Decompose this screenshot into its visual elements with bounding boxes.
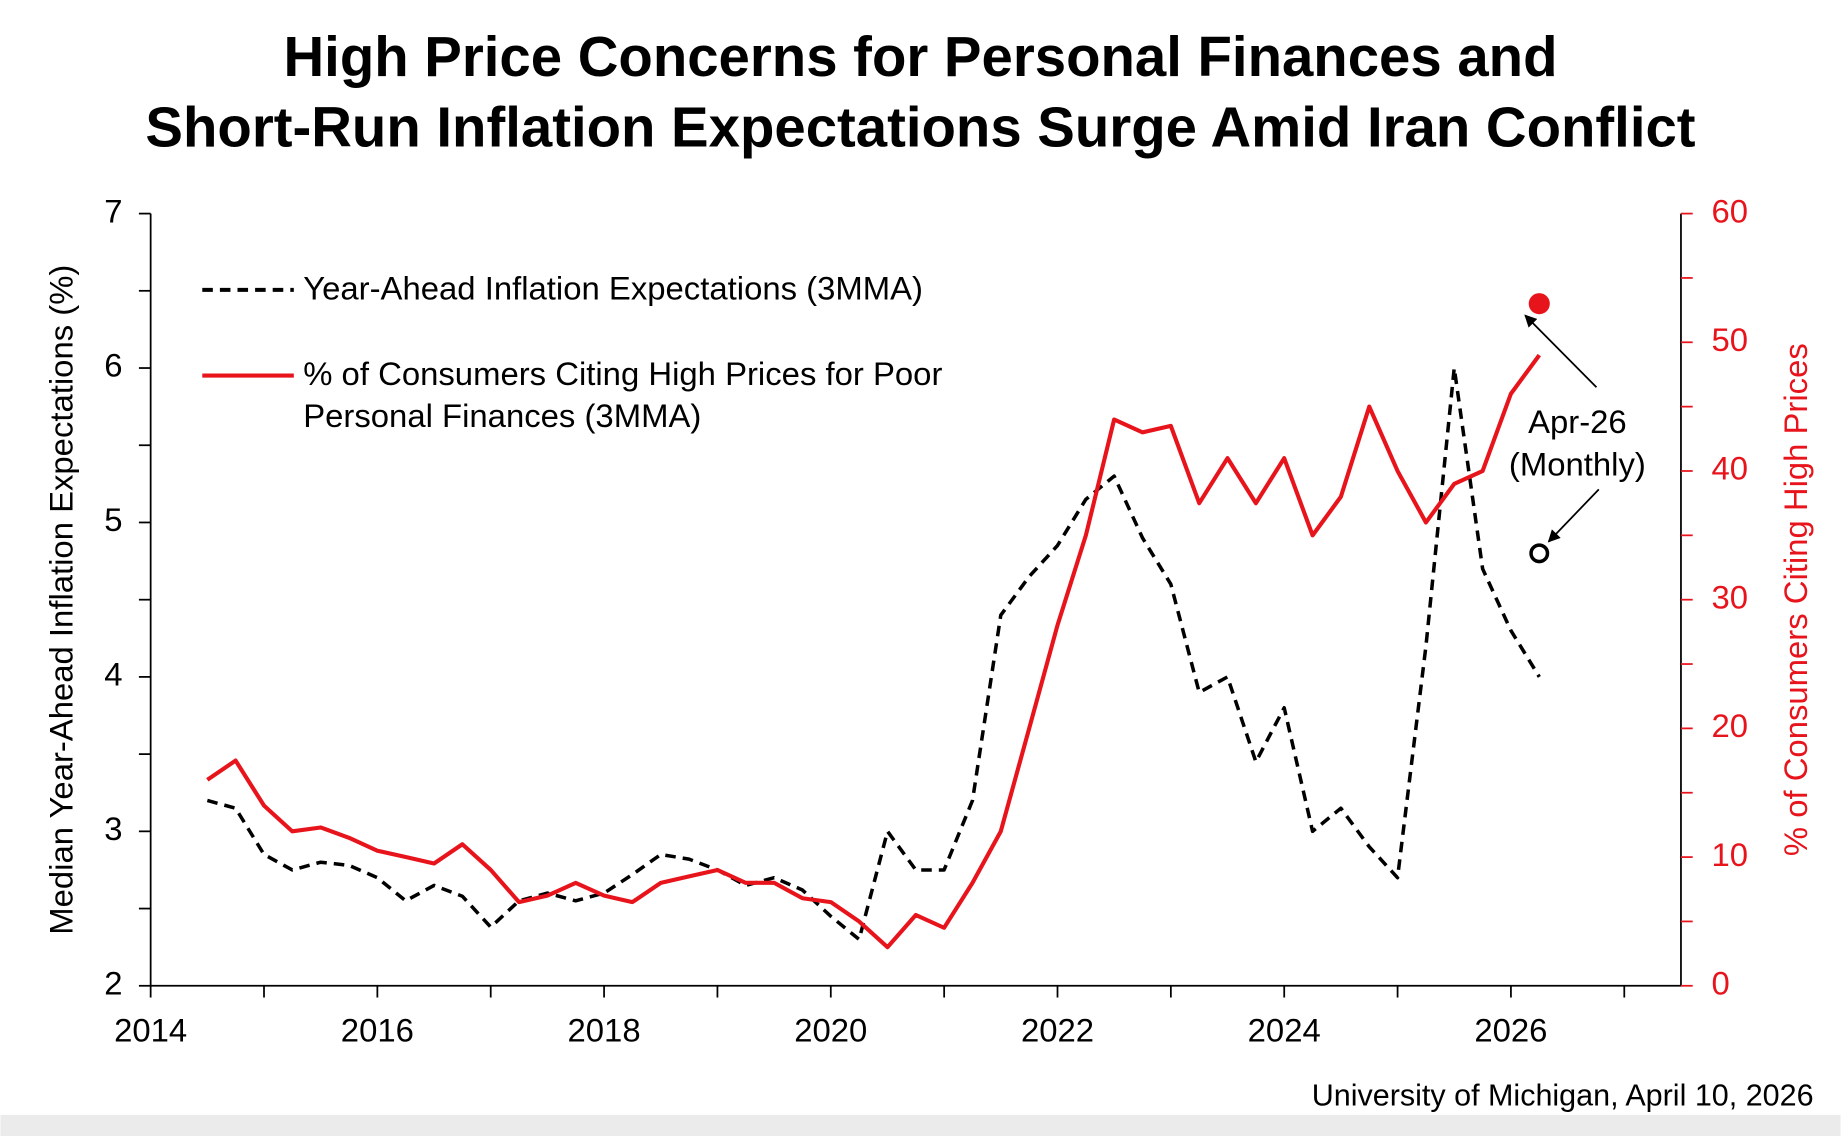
y2-tick-label: 30: [1711, 578, 1748, 615]
annotation: Apr-26 (Monthly): [1508, 403, 1646, 483]
source: University of Michigan, April 10, 2026: [1312, 1078, 1814, 1112]
chart-title: Short-Run Inflation Expectations Surge A…: [145, 95, 1695, 158]
y2-tick-label: 60: [1711, 192, 1748, 229]
legend-label-box: % of Consumers Citing High Prices for Po…: [303, 355, 943, 435]
y2-tick-label: 10: [1711, 836, 1748, 873]
x-tick-label: 2024: [1248, 1011, 1321, 1048]
x-tick-label: 2014: [114, 1011, 187, 1048]
y2-axis-label: % of Consumers Citing High Prices: [1777, 343, 1814, 856]
legend-label: Year-Ahead Inflation Expectations (3MMA): [303, 269, 924, 307]
annotation-arrow: [1547, 488, 1600, 543]
annotation-box: Apr-26 (Monthly): [1508, 403, 1646, 483]
x-tick-label: 2026: [1474, 1011, 1547, 1048]
x-tick-label: 2018: [568, 1011, 641, 1048]
y2-tick-label: 0: [1711, 964, 1729, 1001]
y2-tick-label: 50: [1711, 321, 1748, 358]
annotation-arrow: [1524, 314, 1598, 388]
x-tick-label: 2022: [1021, 1011, 1094, 1048]
y2-tick-label: 40: [1711, 450, 1748, 487]
y-tick-label: 4: [104, 656, 122, 693]
chart-title: High Price Concerns for Personal Finance…: [284, 25, 1558, 88]
y-tick-label: 3: [104, 810, 122, 847]
y2-tick-label: 20: [1711, 707, 1748, 744]
y-axis-label: Median Year-Ahead Inflation Expectations…: [42, 265, 79, 935]
legend-label-box: Year-Ahead Inflation Expectations (3MMA): [303, 269, 924, 307]
y-tick-label: 6: [104, 347, 122, 384]
y-tick-label: 2: [104, 964, 122, 1001]
x-tick-label: 2020: [794, 1011, 867, 1048]
y-tick-label: 5: [104, 501, 122, 538]
y-tick-label: 7: [104, 192, 122, 229]
series-line: [206, 353, 1541, 950]
series-line: [206, 366, 1541, 942]
monthly-point: [1529, 543, 1550, 564]
legend-label: % of Consumers Citing High Prices for Po…: [303, 355, 943, 435]
monthly-point: [1528, 293, 1550, 315]
bottom-bar: [0, 1114, 1841, 1136]
x-tick-label: 2016: [341, 1011, 414, 1048]
